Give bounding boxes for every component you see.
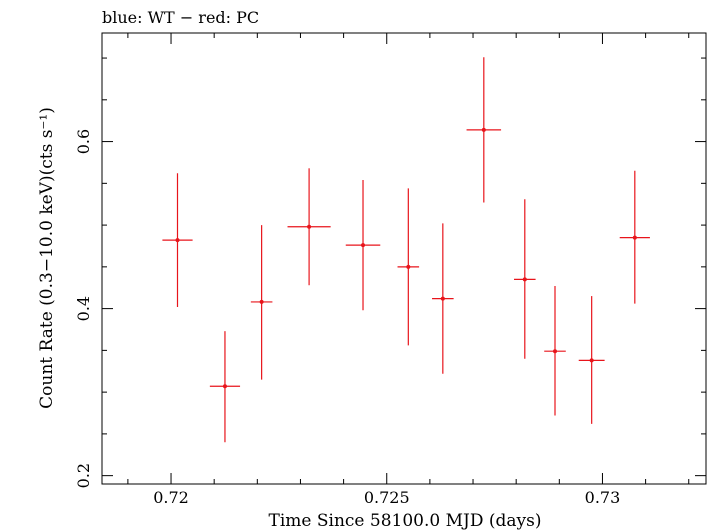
data-point [175,238,180,243]
x-axis-label: Time Since 58100.0 MJD (days) [269,511,542,531]
data-point [406,264,411,269]
axis-ticks [102,33,706,484]
x-tick-label: 0.72 [153,488,189,507]
data-point [440,296,445,301]
data-point [481,127,486,132]
y-tick-label: 0.2 [74,463,93,488]
y-tick-label: 0.6 [74,129,93,154]
data-point [553,349,557,354]
data-point [589,358,594,363]
y-axis-label: Count Rate (0.3−10.0 keV)(cts s⁻¹) [37,107,57,409]
x-tick-label: 0.725 [364,488,410,507]
data-point [361,243,366,248]
y-tick-label: 0.4 [74,296,93,321]
data-point [307,224,312,229]
plot-frame [101,32,707,485]
data-point [259,299,264,304]
chart-title: blue: WT − red: PC [102,8,259,27]
data-marks [162,57,650,443]
data-point [632,235,637,240]
x-tick-label: 0.73 [585,488,621,507]
axis-tick-labels: 0.72 0.725 0.73 0.2 0.4 0.6 [74,129,620,507]
data-point [222,384,227,389]
data-point [522,277,527,282]
